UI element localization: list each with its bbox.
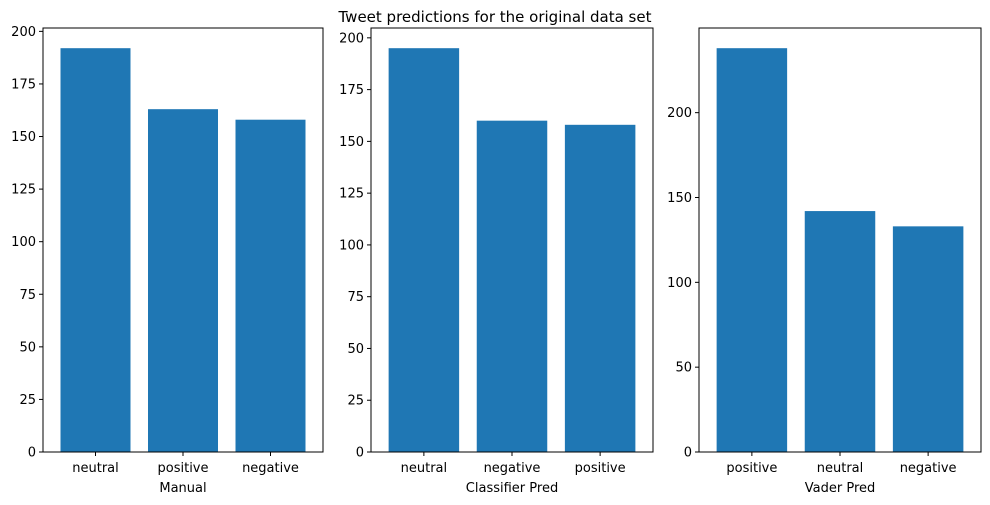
x-tick-label: neutral xyxy=(72,461,119,476)
x-tick-label: negative xyxy=(484,461,541,476)
y-tick-label: 75 xyxy=(19,288,36,303)
x-tick-label: neutral xyxy=(817,461,864,476)
y-tick-label: 200 xyxy=(11,25,36,40)
y-tick-label: 0 xyxy=(28,446,36,461)
bar-negative xyxy=(476,120,548,453)
bar-neutral xyxy=(60,48,131,452)
x-tick-label: negative xyxy=(900,461,957,476)
y-tick-label: 125 xyxy=(339,187,364,202)
y-tick-label: 175 xyxy=(339,83,364,98)
x-axis-label: Manual xyxy=(159,481,206,496)
y-tick-label: 50 xyxy=(347,342,364,357)
y-tick-label: 150 xyxy=(667,191,692,206)
y-tick-label: 100 xyxy=(11,235,36,250)
x-tick-label: positive xyxy=(726,461,777,476)
x-axis-label: Classifier Pred xyxy=(466,481,558,496)
y-tick-label: 200 xyxy=(339,31,364,46)
y-tick-label: 100 xyxy=(667,276,692,291)
y-tick-label: 150 xyxy=(339,135,364,150)
chart-panel-3: 0 50 100 150 200 positive neutral negative Vader… xyxy=(667,27,982,496)
bar-negative xyxy=(235,119,306,452)
chart-panel-1: 0 25 50 75 100 125 150 175 200 neutral positive neg… xyxy=(11,25,324,496)
y-tick-label: 0 xyxy=(356,446,364,461)
x-tick-label: positive xyxy=(158,461,209,476)
y-tick-label: 75 xyxy=(347,290,364,305)
x-axis-label: Vader Pred xyxy=(805,481,876,496)
y-tick-label: 150 xyxy=(11,130,36,145)
y-tick-label: 175 xyxy=(11,77,36,92)
y-tick-label: 50 xyxy=(675,361,692,376)
bar-neutral xyxy=(388,48,460,452)
chart-panel-2: 0 25 50 75 100 125 150 175 200 neutral negative pos… xyxy=(339,27,654,496)
bar-neutral xyxy=(804,211,876,452)
x-tick-label: negative xyxy=(242,461,299,476)
bar-negative xyxy=(892,226,964,452)
y-tick-label: 0 xyxy=(684,446,692,461)
y-tick-label: 50 xyxy=(19,340,36,355)
bar-positive xyxy=(148,109,218,453)
bar-positive xyxy=(564,124,636,452)
x-tick-label: neutral xyxy=(401,461,448,476)
y-tick-label: 25 xyxy=(347,394,364,409)
bar-positive xyxy=(716,48,788,452)
y-tick-label: 125 xyxy=(11,183,36,198)
y-tick-label: 25 xyxy=(19,393,36,408)
x-tick-label: positive xyxy=(575,461,626,476)
y-tick-label: 100 xyxy=(339,238,364,253)
y-tick-label: 200 xyxy=(667,106,692,121)
figure-title: Tweet predictions for the original data … xyxy=(338,8,652,26)
